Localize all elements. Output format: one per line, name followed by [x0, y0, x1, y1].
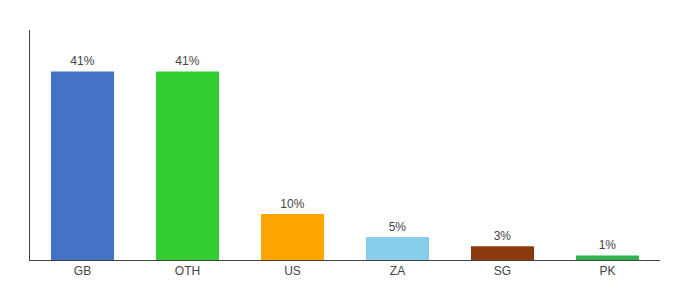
svg-text:41%: 41% [175, 54, 199, 68]
svg-text:5%: 5% [389, 220, 407, 234]
svg-text:OTH: OTH [175, 264, 200, 278]
svg-text:SG: SG [494, 264, 511, 278]
svg-text:GB: GB [74, 264, 91, 278]
svg-text:10%: 10% [280, 197, 304, 211]
svg-text:PK: PK [599, 264, 615, 278]
svg-text:US: US [284, 264, 301, 278]
svg-text:41%: 41% [70, 54, 94, 68]
svg-text:1%: 1% [599, 238, 617, 252]
svg-text:ZA: ZA [390, 264, 405, 278]
svg-text:3%: 3% [494, 229, 512, 243]
